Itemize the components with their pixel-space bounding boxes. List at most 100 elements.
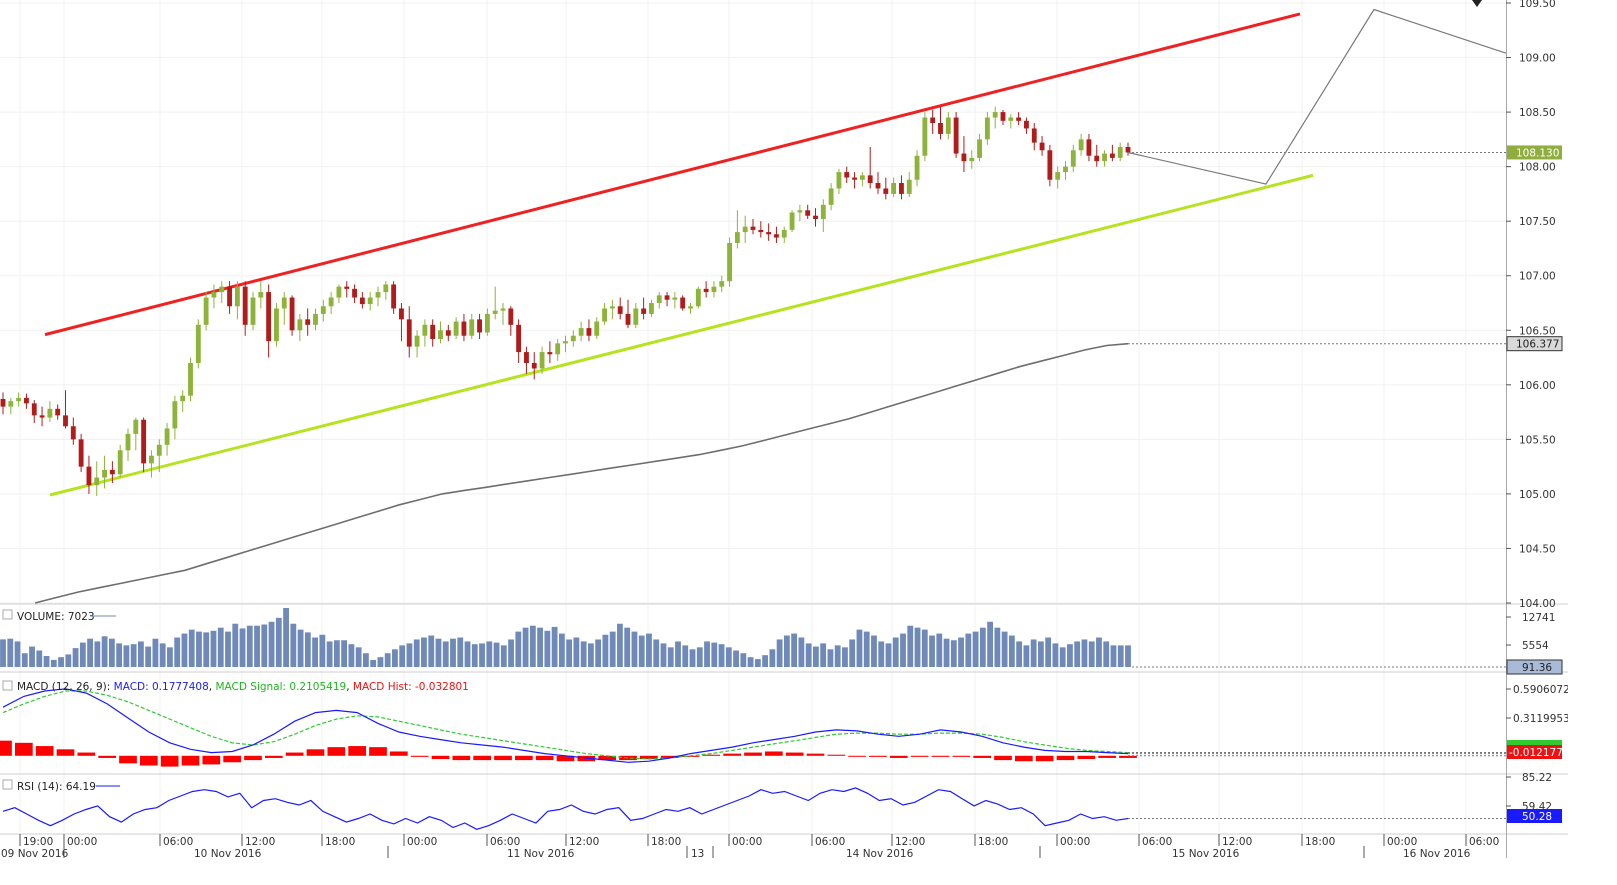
volume-bar bbox=[384, 653, 391, 667]
volume-bar bbox=[740, 653, 747, 667]
time-tick-label: 06:00 bbox=[1469, 836, 1499, 848]
volume-bar bbox=[348, 644, 355, 667]
candle-body bbox=[16, 397, 22, 402]
macd-hist-bar bbox=[556, 755, 575, 762]
candle-body bbox=[859, 175, 865, 180]
time-tick-label: 06:00 bbox=[163, 836, 193, 848]
projection-line bbox=[1127, 8, 1507, 185]
macd-hist-bar bbox=[202, 755, 221, 765]
candle-body bbox=[414, 335, 420, 347]
volume-bar bbox=[631, 631, 638, 667]
candle-body bbox=[0, 399, 6, 407]
volume-bar bbox=[246, 625, 253, 667]
volume-bar bbox=[297, 629, 304, 667]
volume-bar bbox=[624, 627, 631, 667]
volume-bar bbox=[609, 631, 616, 667]
volume-label-box[interactable] bbox=[2, 609, 13, 620]
macd-hist-bar bbox=[1077, 755, 1096, 760]
candle-body bbox=[1055, 172, 1061, 180]
candle-body bbox=[47, 408, 53, 418]
price-tick-label: 105.00 bbox=[1519, 489, 1556, 501]
candle-body bbox=[672, 297, 678, 300]
trading-chart: 109.50 109.00 108.50 108.00 107.50 107.00 106.… bbox=[0, 0, 1570, 860]
macd-hist-bar bbox=[389, 751, 408, 756]
macd-hist-bar bbox=[181, 755, 200, 766]
candle-body bbox=[1016, 117, 1022, 121]
price-tick-label: 108.50 bbox=[1519, 107, 1556, 119]
time-tick-label: 18:00 bbox=[651, 836, 681, 848]
macd-hist-bar bbox=[764, 751, 783, 756]
time-tick-label: 18:00 bbox=[978, 836, 1008, 848]
volume-bar bbox=[783, 635, 790, 667]
macd-label-prefix: MACD (12, 26, 9): bbox=[17, 681, 114, 693]
rsi-label-box[interactable] bbox=[2, 779, 13, 790]
candle-body bbox=[1000, 112, 1006, 121]
volume-bar bbox=[261, 624, 268, 667]
price-tick-label: 106.50 bbox=[1519, 325, 1556, 337]
macd-hist-bar bbox=[348, 746, 367, 756]
volume-bar bbox=[820, 643, 827, 667]
volume-bar bbox=[188, 629, 195, 667]
candle-body bbox=[94, 477, 100, 486]
time-tick-label: 06:00 bbox=[1142, 836, 1172, 848]
volume-bar bbox=[834, 645, 841, 667]
volume-bar bbox=[123, 645, 130, 667]
volume-bar bbox=[508, 639, 514, 667]
macd-hist-bar bbox=[848, 755, 867, 757]
volume-bar bbox=[1038, 641, 1044, 667]
volume-bar bbox=[290, 623, 297, 667]
volume-bar bbox=[116, 643, 123, 667]
volume-bar bbox=[275, 617, 282, 667]
candle-body bbox=[656, 295, 662, 303]
volume-bar bbox=[1052, 643, 1059, 667]
volume-bar bbox=[239, 628, 246, 667]
volume-bar bbox=[58, 657, 64, 667]
volume-bar bbox=[602, 634, 609, 667]
macd-hist-bar bbox=[1014, 755, 1033, 762]
price-tick-label: 109.00 bbox=[1519, 53, 1556, 65]
rsi-series bbox=[2, 787, 1506, 830]
scroll-down-icon[interactable] bbox=[1472, 0, 1482, 7]
macd-label-hist: MACD Hist: -0.032801 bbox=[353, 681, 469, 693]
chart-canvas[interactable]: 109.50 109.00 108.50 108.00 107.50 107.00 106.… bbox=[0, 0, 1570, 860]
volume-bar bbox=[108, 638, 115, 667]
volume-bar bbox=[196, 631, 202, 667]
volume-bar bbox=[87, 638, 93, 667]
volume-bar bbox=[413, 639, 420, 667]
macd-hist-bar bbox=[327, 747, 346, 756]
volume-bar bbox=[421, 637, 427, 667]
candle-body bbox=[195, 324, 201, 363]
volume-bar bbox=[326, 641, 333, 667]
macd-hist-bar bbox=[827, 754, 846, 756]
volume-bar bbox=[457, 637, 464, 667]
volume-bar bbox=[1096, 637, 1102, 667]
candle-body bbox=[734, 232, 740, 243]
candle-body bbox=[492, 310, 498, 314]
volume-label: VOLUME: 7023 bbox=[17, 611, 95, 623]
volume-bar bbox=[907, 625, 914, 667]
candle-body bbox=[258, 292, 264, 298]
candle-body bbox=[680, 297, 686, 309]
candle-body bbox=[891, 183, 897, 194]
volume-bar bbox=[283, 608, 289, 667]
candle-body bbox=[750, 226, 756, 230]
volume-bar bbox=[1001, 631, 1008, 667]
ma-tag bbox=[1506, 336, 1563, 352]
candle-body bbox=[524, 352, 529, 363]
macd-hist-bar bbox=[410, 755, 429, 757]
volume-bar bbox=[392, 649, 398, 667]
volume-bar bbox=[1117, 645, 1124, 667]
candle-body bbox=[164, 428, 170, 445]
candle-body bbox=[977, 139, 982, 158]
candle-body bbox=[563, 341, 568, 344]
volume-bar bbox=[435, 638, 442, 667]
macd-label-box[interactable] bbox=[2, 680, 13, 691]
volume-bar bbox=[827, 649, 834, 667]
candle-body bbox=[984, 117, 990, 140]
volume-bar bbox=[399, 645, 406, 667]
volume-bar bbox=[943, 638, 950, 667]
candle-body bbox=[1031, 128, 1037, 143]
volume-bar bbox=[493, 642, 500, 667]
volume-bar bbox=[0, 639, 6, 667]
candle-body bbox=[125, 433, 131, 451]
